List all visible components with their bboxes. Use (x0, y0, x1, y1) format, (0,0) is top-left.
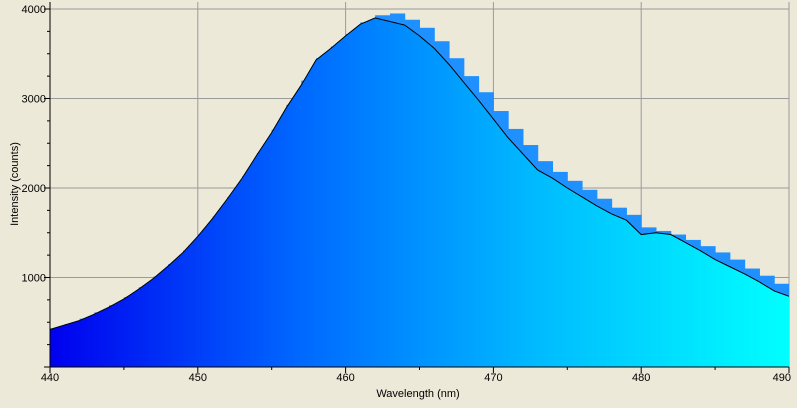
y-tick-label: 2000 (22, 183, 46, 195)
x-tick-label: 460 (336, 372, 354, 384)
x-tick-label: 480 (632, 372, 650, 384)
x-tick-label: 440 (41, 372, 59, 384)
gradient-area (50, 17, 789, 367)
x-axis-title: Wavelength (nm) (376, 388, 459, 400)
x-tick-label: 490 (773, 372, 791, 384)
y-tick-labels: 1000 2000 3000 4000 (22, 4, 46, 285)
x-tick-label: 470 (484, 372, 502, 384)
y-tick-label: 4000 (22, 4, 46, 16)
y-tick-label: 3000 (22, 94, 46, 106)
trace-line (50, 17, 789, 330)
gradient-fill-area (50, 17, 789, 367)
y-axis-title: Intensity (counts) (9, 142, 21, 226)
axes (44, 2, 790, 373)
y-tick-label: 1000 (22, 273, 46, 285)
x-tick-label: 450 (189, 372, 207, 384)
x-tick-labels: 440 450 460 470 480 490 (41, 372, 791, 384)
trace-path (50, 17, 789, 330)
